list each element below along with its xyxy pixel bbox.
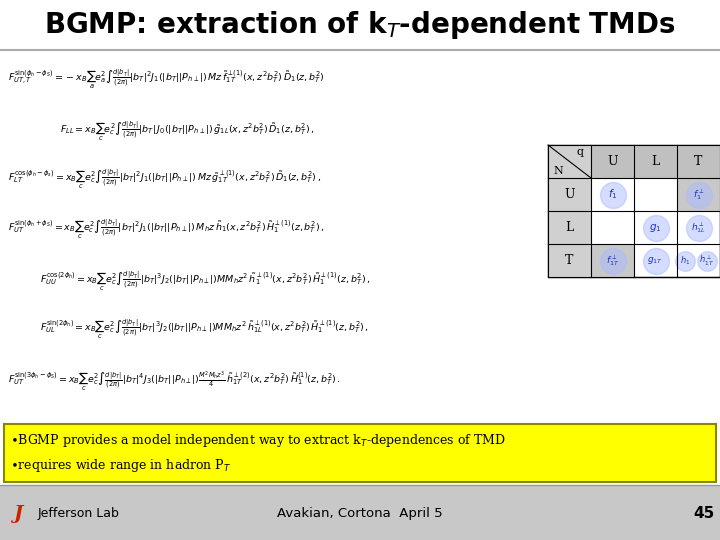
Text: $g_{1T}$: $g_{1T}$ <box>647 255 664 266</box>
Point <box>693 223 704 232</box>
Text: $f_1$: $f_1$ <box>608 187 617 201</box>
Bar <box>548 145 720 277</box>
Bar <box>591 244 634 277</box>
Text: 45: 45 <box>693 507 714 522</box>
Text: $F_{UT,T}^{\sin(\phi_h-\phi_S)} = -x_B \sum_a e_a^2 \int \frac{d|b_T|}{(2\pi)} |: $F_{UT,T}^{\sin(\phi_h-\phi_S)} = -x_B \… <box>8 69 325 91</box>
Text: U: U <box>607 155 618 168</box>
Text: $h_{1L}^\perp$: $h_{1L}^\perp$ <box>691 220 706 235</box>
Point <box>607 256 618 265</box>
Text: $f_{1T}^\perp$: $f_{1T}^\perp$ <box>606 253 619 268</box>
Text: $F_{LL} = x_B \sum_c e_c^2 \int \frac{d|b_T|}{(2\pi)} |b_T|\, J_0(|b_T||P_{h\per: $F_{LL} = x_B \sum_c e_c^2 \int \frac{d|… <box>60 121 315 143</box>
Point <box>607 190 618 199</box>
Text: $F_{UT}^{\sin(3\phi_h-\phi_S)} = x_B \sum_c e_c^2 \int \frac{d|b_T|}{(2\pi)} |b_: $F_{UT}^{\sin(3\phi_h-\phi_S)} = x_B \su… <box>8 370 341 394</box>
Text: $F_{UL}^{\sin(2\phi_h)} = x_B \sum_c e_c^2 \int \frac{d|b_T|}{(2\pi)} |b_T|^3 J_: $F_{UL}^{\sin(2\phi_h)} = x_B \sum_c e_c… <box>40 319 369 341</box>
Text: $g_1$: $g_1$ <box>649 221 662 233</box>
Bar <box>4 424 716 482</box>
Text: U: U <box>564 188 575 201</box>
Text: $F_{UU}^{\cos(2\phi_h)} = x_B \sum_c e_c^2 \int \frac{d|b_T|}{(2\pi)} |b_T|^3 J_: $F_{UU}^{\cos(2\phi_h)} = x_B \sum_c e_c… <box>40 271 371 293</box>
FancyBboxPatch shape <box>0 50 720 485</box>
Bar <box>548 145 591 277</box>
Text: $h_1$: $h_1$ <box>680 254 690 267</box>
Text: $F_{UT}^{\sin(\phi_h+\phi_S)} = x_B \sum_c e_c^2 \int \frac{d|b_T|}{(2\pi)} |b_T: $F_{UT}^{\sin(\phi_h+\phi_S)} = x_B \sum… <box>8 219 325 241</box>
Text: Jefferson Lab: Jefferson Lab <box>38 508 120 521</box>
Text: q: q <box>577 146 584 157</box>
Text: $\bullet$requires wide range in hadron P$_{T}$: $\bullet$requires wide range in hadron P… <box>10 457 231 474</box>
Point <box>679 256 690 265</box>
Bar <box>0 485 720 540</box>
Text: $f_1^\perp$: $f_1^\perp$ <box>693 187 704 202</box>
Text: N: N <box>554 166 564 177</box>
Text: T: T <box>694 155 703 168</box>
FancyBboxPatch shape <box>0 50 720 485</box>
Bar <box>677 178 720 211</box>
Text: T: T <box>565 254 574 267</box>
Text: BGMP: extraction of k$_T$-dependent TMDs: BGMP: extraction of k$_T$-dependent TMDs <box>44 9 676 41</box>
Bar <box>548 145 720 178</box>
Text: J: J <box>14 505 22 523</box>
Text: $h_{1T}^\perp$: $h_{1T}^\perp$ <box>700 253 714 268</box>
Point <box>649 223 661 232</box>
Text: $F_{LT}^{\cos(\phi_h-\phi_s)} = x_B \sum_c e_c^2 \int \frac{d|b_T|}{(2\pi)} |b_T: $F_{LT}^{\cos(\phi_h-\phi_s)} = x_B \sum… <box>8 169 321 191</box>
Text: $\bullet$BGMP provides a model independent way to extract k$_{T}$-dependences of: $\bullet$BGMP provides a model independe… <box>10 432 506 449</box>
Point <box>701 256 713 265</box>
Text: L: L <box>652 155 660 168</box>
FancyBboxPatch shape <box>0 0 720 50</box>
Point <box>649 256 661 265</box>
Text: Avakian, Cortona  April 5: Avakian, Cortona April 5 <box>277 508 443 521</box>
Text: L: L <box>565 221 574 234</box>
Point <box>693 190 704 199</box>
